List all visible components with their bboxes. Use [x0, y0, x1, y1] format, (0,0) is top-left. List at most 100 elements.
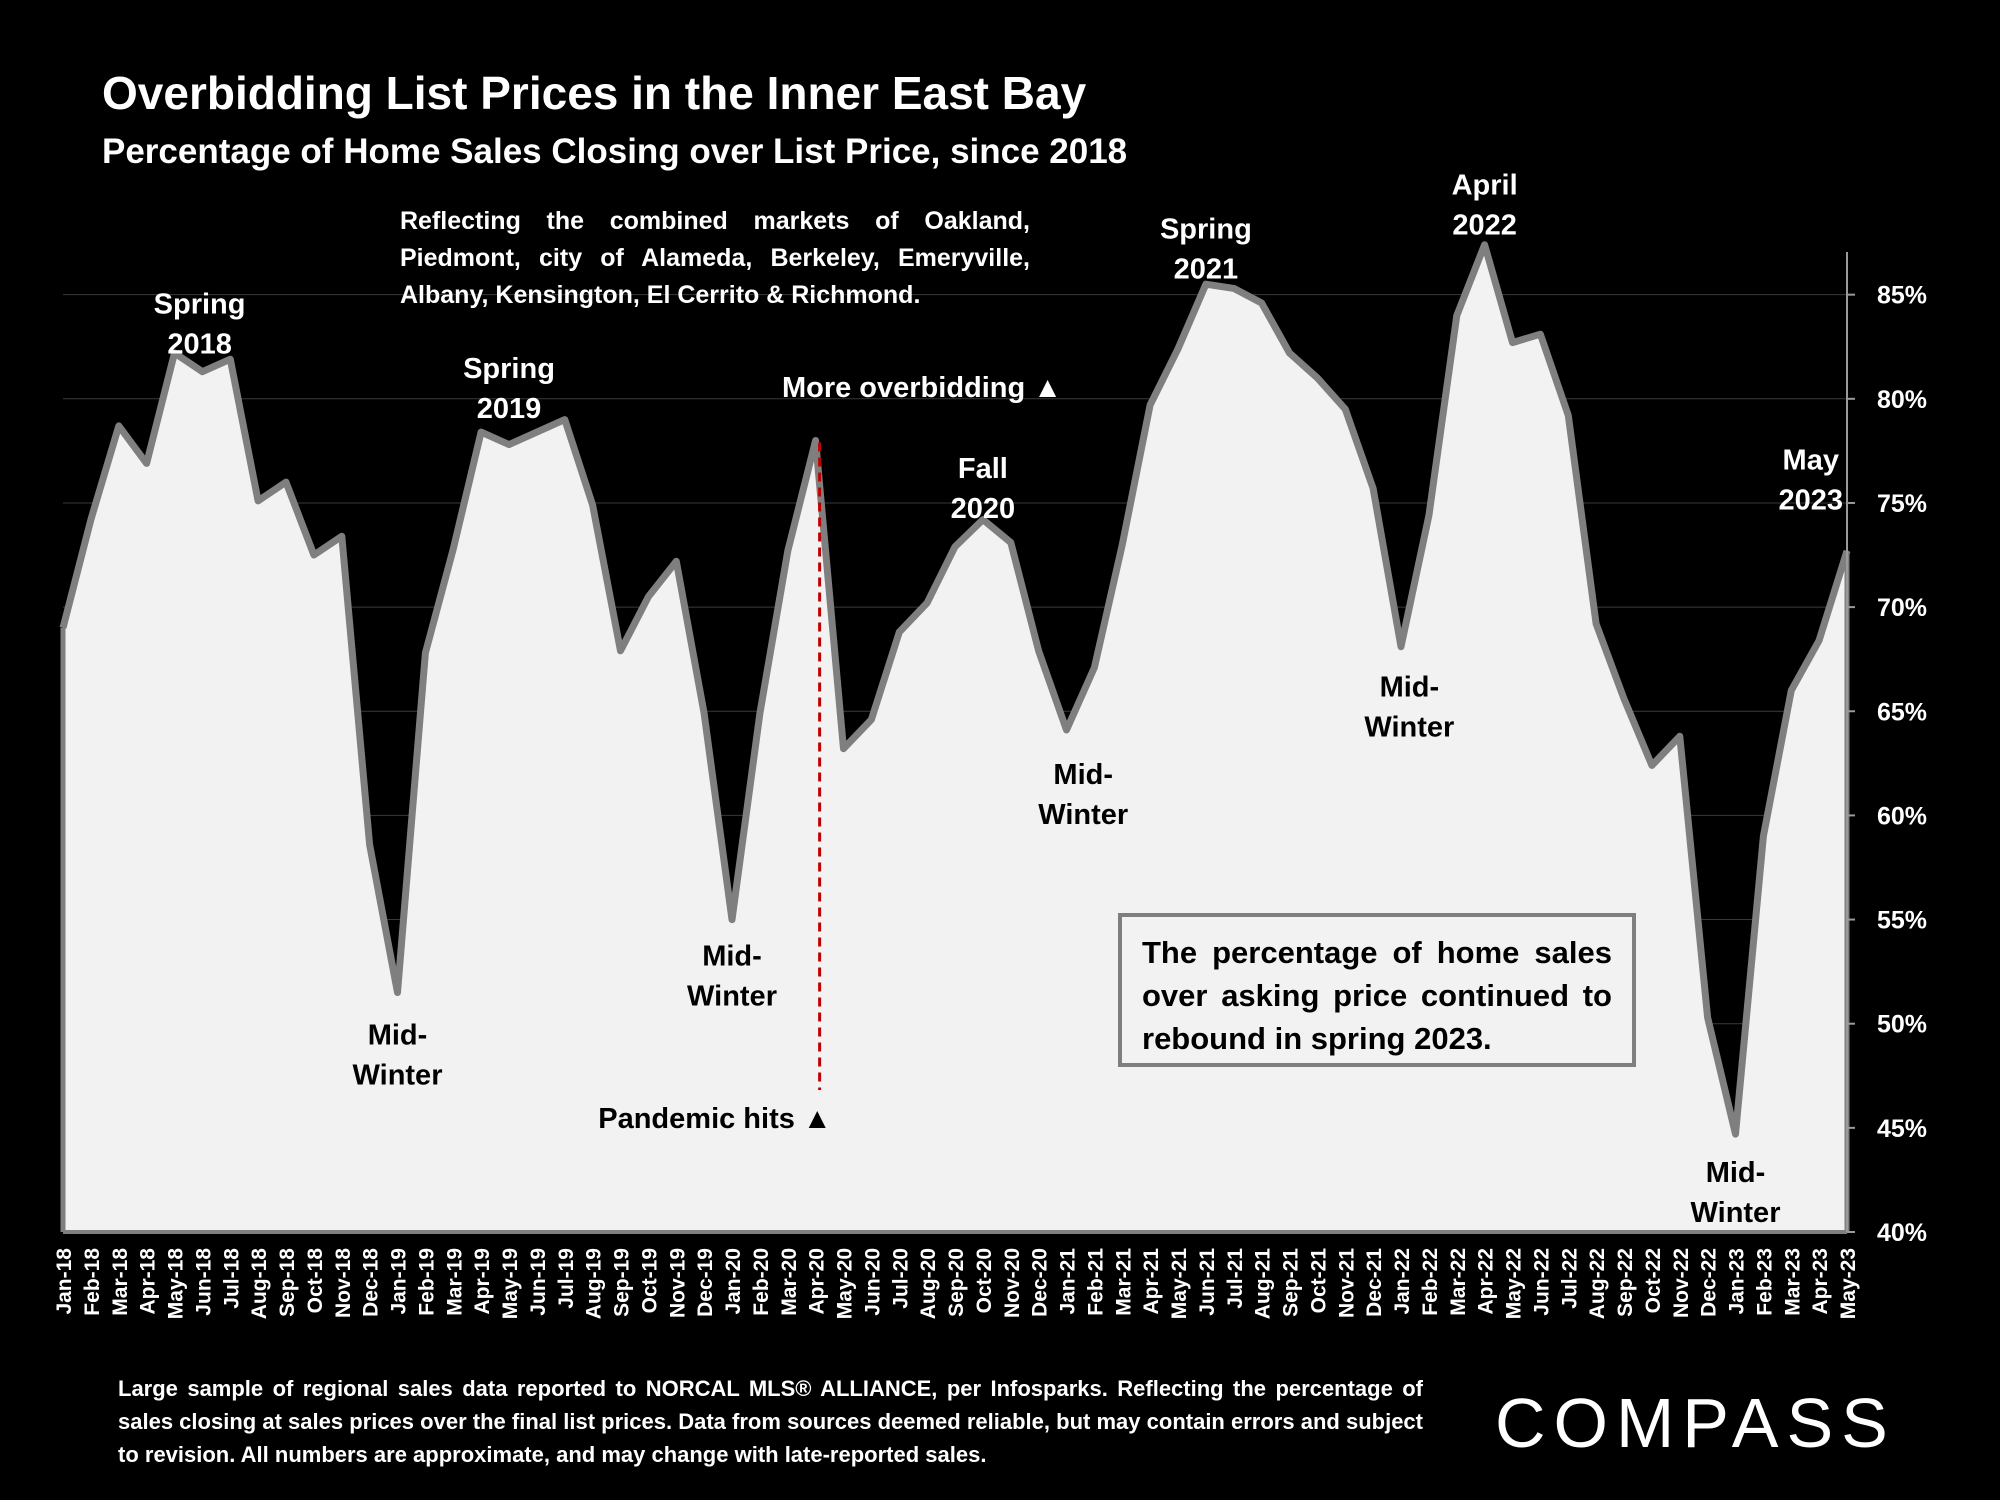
x-tick-label: Dec-18 — [360, 1248, 383, 1317]
x-tick-label: Nov-21 — [1335, 1248, 1358, 1318]
x-tick-label: Aug-18 — [248, 1248, 271, 1319]
x-tick-label: May-20 — [834, 1248, 857, 1319]
x-tick-label: Mar-20 — [778, 1248, 801, 1316]
annotation-label: Spring — [1160, 213, 1252, 245]
x-tick-label: Apr-22 — [1475, 1248, 1498, 1315]
x-tick-label: Sep-22 — [1614, 1248, 1637, 1317]
annotation-label: Mid- — [1053, 759, 1113, 791]
x-tick-label: Jan-23 — [1726, 1248, 1749, 1315]
callout-box: The percentage of home sales over asking… — [1118, 913, 1636, 1067]
source-footnote: Large sample of regional sales data repo… — [118, 1376, 1423, 1467]
annotation-label: April — [1452, 170, 1518, 202]
annotation-label: 2022 — [1452, 210, 1517, 242]
x-tick-label: Nov-22 — [1670, 1248, 1693, 1318]
y-tick-label: 80% — [1877, 386, 1927, 414]
y-tick-label: 85% — [1877, 282, 1927, 310]
annotation-label: 2019 — [477, 393, 542, 425]
x-tick-label: Apr-18 — [137, 1248, 160, 1315]
x-tick-label: May-21 — [1168, 1248, 1191, 1320]
chart-subtitle: Percentage of Home Sales Closing over Li… — [102, 132, 1128, 171]
annotation-label: 2018 — [167, 328, 232, 360]
annotation-label: Fall — [958, 453, 1008, 485]
x-tick-label: Jun-18 — [192, 1248, 215, 1316]
annotation-label: Winter — [687, 980, 777, 1012]
annotation-label: 2020 — [951, 493, 1016, 525]
x-tick-label: Feb-23 — [1753, 1248, 1776, 1316]
x-tick-label: Nov-18 — [332, 1248, 355, 1318]
annotation-label: Mid- — [702, 940, 762, 972]
annotation-label: Winter — [1038, 799, 1128, 831]
x-tick-label: Jul-19 — [555, 1248, 578, 1309]
x-tick-label: Aug-21 — [1252, 1248, 1275, 1319]
x-tick-label: Feb-19 — [415, 1248, 438, 1316]
x-tick-label: Jan-22 — [1391, 1248, 1414, 1315]
x-tick-label: Oct-18 — [304, 1248, 327, 1314]
x-tick-label: Jul-18 — [220, 1248, 243, 1309]
annotation-label: Mid- — [1706, 1157, 1766, 1189]
x-tick-label: Jul-21 — [1224, 1248, 1247, 1309]
x-tick-label: May-22 — [1503, 1248, 1526, 1319]
x-tick-label: May-18 — [165, 1248, 188, 1320]
x-tick-label: Apr-21 — [1140, 1248, 1163, 1315]
x-tick-label: Feb-18 — [81, 1248, 104, 1316]
x-tick-label: Oct-22 — [1642, 1248, 1665, 1313]
x-tick-label: Dec-22 — [1698, 1248, 1721, 1317]
x-tick-label: Jun-20 — [861, 1248, 884, 1316]
x-tick-label: Oct-21 — [1307, 1248, 1330, 1314]
x-tick-label: Aug-20 — [917, 1248, 940, 1319]
x-tick-label: Feb-21 — [1084, 1248, 1107, 1316]
annotation-label: 2021 — [1174, 253, 1239, 285]
x-tick-label: Dec-21 — [1363, 1248, 1386, 1317]
x-tick-label: Jan-21 — [1057, 1248, 1080, 1315]
x-tick-label: Dec-19 — [694, 1248, 717, 1317]
compass-logo: COMPASS — [1495, 1384, 1896, 1459]
annotation-label: Mid- — [1380, 672, 1440, 704]
more-overbidding-label: More overbidding ▲ — [782, 372, 1062, 404]
y-tick-label: 60% — [1877, 802, 1927, 830]
x-tick-label: Jun-21 — [1196, 1248, 1219, 1316]
x-tick-label: Jun-19 — [527, 1248, 550, 1316]
x-tick-label: Oct-20 — [973, 1248, 996, 1313]
x-tick-label: Sep-18 — [276, 1248, 299, 1317]
y-tick-label: 70% — [1877, 594, 1927, 622]
y-tick-label: 40% — [1877, 1219, 1927, 1247]
annotation-label: Winter — [353, 1060, 443, 1092]
x-tick-label: Jul-20 — [889, 1248, 912, 1309]
x-tick-label: Jan-19 — [388, 1248, 411, 1315]
x-tick-label: Mar-21 — [1112, 1248, 1135, 1316]
x-tick-label: Nov-19 — [666, 1248, 689, 1318]
y-tick-label: 55% — [1877, 907, 1927, 935]
annotation-label: May — [1783, 445, 1839, 477]
annotation-label: Winter — [1364, 712, 1454, 744]
x-tick-label: Nov-20 — [1001, 1248, 1024, 1318]
x-tick-label: Aug-19 — [583, 1248, 606, 1319]
pandemic-label: Pandemic hits ▲ — [598, 1103, 831, 1135]
x-tick-label: Mar-18 — [109, 1248, 132, 1316]
x-tick-label: May-19 — [499, 1248, 522, 1319]
callout-text: The percentage of home sales over asking… — [1142, 935, 1612, 1056]
markets-note: Reflecting the combined markets of Oakla… — [400, 207, 1030, 309]
x-tick-label: Sep-21 — [1280, 1248, 1303, 1317]
annotation-label: Mid- — [368, 1020, 428, 1052]
x-tick-label: Apr-20 — [806, 1248, 829, 1315]
x-tick-label: Jul-22 — [1558, 1248, 1581, 1309]
x-tick-label: Oct-19 — [638, 1248, 661, 1313]
x-tick-label: Mar-19 — [443, 1248, 466, 1316]
x-tick-label: Feb-20 — [750, 1248, 773, 1316]
x-tick-label: Jun-22 — [1530, 1248, 1553, 1316]
x-tick-label: Apr-23 — [1809, 1248, 1832, 1315]
annotation-label: Spring — [463, 353, 555, 385]
annotation-label: Winter — [1691, 1197, 1781, 1229]
x-tick-label: Jan-20 — [722, 1248, 745, 1315]
x-tick-label: Mar-23 — [1781, 1248, 1804, 1316]
y-tick-label: 65% — [1877, 698, 1927, 726]
compass-logo-text: COMPASS — [1495, 1384, 1896, 1459]
annotation-label: 2023 — [1779, 485, 1844, 517]
y-tick-label: 75% — [1877, 490, 1927, 518]
x-tick-label: Feb-22 — [1419, 1248, 1442, 1316]
x-tick-label: Mar-22 — [1447, 1248, 1470, 1316]
x-tick-label: May-23 — [1837, 1248, 1860, 1319]
x-tick-label: Dec-20 — [1029, 1248, 1052, 1317]
series-line — [59, 241, 1851, 1138]
annotation-label: Spring — [154, 288, 246, 320]
